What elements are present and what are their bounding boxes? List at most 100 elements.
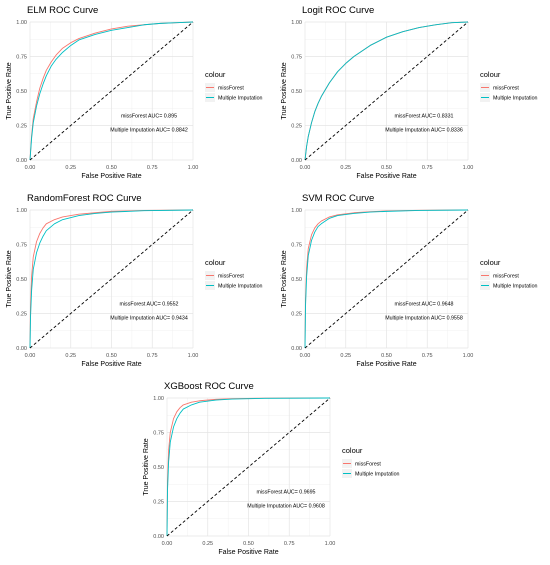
xgboost-roc-panel: XGBoost ROC Curve 0.00 0.25 0.50 0.75 1.00 0.0… <box>137 376 412 564</box>
legend-label: missForest <box>493 273 519 279</box>
legend-label: Multiple Imputation <box>218 95 263 101</box>
auc-annotation: Multiple Imputation AUC= 0.8842 <box>110 128 188 134</box>
x-tick-label: 0.25 <box>340 165 351 171</box>
x-tick-label: 0.25 <box>65 353 76 359</box>
y-tick-label: 1.00 <box>16 20 27 26</box>
chart-title: RandomForest ROC Curve <box>27 193 142 204</box>
y-tick-label: 0.50 <box>153 465 164 471</box>
x-tick-label: 1.00 <box>188 353 199 359</box>
x-axis-label: False Positive Rate <box>81 361 141 368</box>
x-tick-label: 0.00 <box>25 165 36 171</box>
auc-annotation: missForest AUC= 0.9648 <box>394 302 453 308</box>
roc-line-multiple-imputation <box>304 209 469 349</box>
y-tick-label: 0.75 <box>291 55 302 61</box>
y-tick-label: 1.00 <box>153 396 164 402</box>
logit-roc-panel: Logit ROC Curve 0.00 0.25 0.50 0.75 1.00 0.00 0… <box>275 0 550 188</box>
chart-title: SVM ROC Curve <box>302 193 374 204</box>
chart-title: Logit ROC Curve <box>302 5 374 16</box>
y-axis-label: True Positive Rate <box>6 62 13 119</box>
auc-annotation: Multiple Imputation AUC= 0.8336 <box>385 128 463 134</box>
legend-label: Multiple Imputation <box>493 95 538 101</box>
roc-line-multiple-imputation <box>29 209 194 349</box>
legend-title: colour <box>205 70 226 79</box>
x-axis-label: False Positive Rate <box>218 549 278 556</box>
grid-lines <box>304 21 469 161</box>
diagonal-reference-line <box>304 21 469 161</box>
legend-label: Multiple Imputation <box>218 283 263 289</box>
y-axis-label: True Positive Rate <box>6 250 13 307</box>
y-tick-label: 0.50 <box>16 89 27 95</box>
y-tick-label: 0.50 <box>16 277 27 283</box>
legend-label: Multiple Imputation <box>355 471 400 477</box>
roc-chart-svg: RandomForest ROC Curve 0.00 0.25 0.50 0.75 1.… <box>6 193 263 368</box>
x-tick-label: 0.50 <box>106 353 117 359</box>
chart-title: XGBoost ROC Curve <box>164 381 254 392</box>
legend-title: colour <box>480 258 501 267</box>
y-tick-label: 0.00 <box>291 346 302 352</box>
legend-label: missForest <box>218 85 244 91</box>
roc-line-missforest <box>166 397 331 537</box>
y-axis-label: True Positive Rate <box>281 62 288 119</box>
y-axis-label: True Positive Rate <box>143 438 150 495</box>
x-tick-label: 0.25 <box>65 165 76 171</box>
y-tick-label: 0.25 <box>16 124 27 130</box>
auc-annotation: missForest AUC= 0.9552 <box>119 302 178 308</box>
diagonal-reference-line <box>304 209 469 349</box>
x-tick-label: 0.75 <box>147 353 158 359</box>
x-tick-label: 1.00 <box>188 165 199 171</box>
x-tick-label: 0.75 <box>422 165 433 171</box>
y-tick-label: 1.00 <box>16 208 27 214</box>
x-axis-label: False Positive Rate <box>356 361 416 368</box>
x-tick-label: 0.00 <box>300 165 311 171</box>
x-tick-label: 0.50 <box>106 165 117 171</box>
x-tick-label: 0.00 <box>162 541 173 547</box>
auc-annotation: missForest AUC= 0.895 <box>121 114 177 120</box>
x-tick-label: 0.75 <box>284 541 295 547</box>
x-tick-label: 0.00 <box>300 353 311 359</box>
y-tick-label: 0.75 <box>153 431 164 437</box>
y-tick-label: 0.75 <box>16 55 27 61</box>
diagonal-reference-line <box>166 397 331 537</box>
y-tick-label: 0.00 <box>16 158 27 164</box>
legend-title: colour <box>205 258 226 267</box>
roc-line-multiple-imputation <box>166 397 331 537</box>
elm-roc-panel: ELM ROC Curve 0.00 0.25 0.50 0.75 1.00 0.00 0.2… <box>0 0 275 188</box>
y-tick-label: 0.50 <box>291 277 302 283</box>
x-tick-label: 0.25 <box>340 353 351 359</box>
auc-annotation: Multiple Imputation AUC= 0.9434 <box>110 316 188 322</box>
y-tick-label: 1.00 <box>291 20 302 26</box>
chart-title: ELM ROC Curve <box>27 5 98 16</box>
auc-annotation: missForest AUC= 0.9695 <box>256 490 315 496</box>
roc-chart-svg: ELM ROC Curve 0.00 0.25 0.50 0.75 1.00 0.00 0.2… <box>6 5 263 180</box>
roc-chart-svg: Logit ROC Curve 0.00 0.25 0.50 0.75 1.00 0.00 0… <box>281 5 538 180</box>
svm-roc-panel: SVM ROC Curve 0.00 0.25 0.50 0.75 1.00 0.00 0.2… <box>275 188 550 376</box>
y-tick-label: 0.00 <box>16 346 27 352</box>
auc-annotation: missForest AUC= 0.8331 <box>394 114 453 120</box>
legend-title: colour <box>480 70 501 79</box>
y-tick-label: 0.00 <box>291 158 302 164</box>
y-tick-label: 0.25 <box>153 500 164 506</box>
x-tick-label: 0.50 <box>381 165 392 171</box>
x-tick-label: 1.00 <box>463 353 474 359</box>
legend-label: missForest <box>218 273 244 279</box>
diagonal-reference-line <box>29 21 194 161</box>
x-tick-label: 0.75 <box>147 165 158 171</box>
y-tick-label: 0.25 <box>16 312 27 318</box>
y-tick-label: 1.00 <box>291 208 302 214</box>
legend-title: colour <box>342 446 363 455</box>
roc-line-missforest <box>29 209 194 349</box>
x-axis-label: False Positive Rate <box>81 173 141 180</box>
legend-label: Multiple Imputation <box>493 283 538 289</box>
y-tick-label: 0.75 <box>291 243 302 249</box>
auc-annotation: Multiple Imputation AUC= 0.9558 <box>385 316 463 322</box>
x-tick-label: 1.00 <box>463 165 474 171</box>
legend-label: missForest <box>493 85 519 91</box>
roc-chart-svg: SVM ROC Curve 0.00 0.25 0.50 0.75 1.00 0.00 0.2… <box>281 193 538 368</box>
roc-chart-svg: XGBoost ROC Curve 0.00 0.25 0.50 0.75 1.00 0.0… <box>143 381 400 556</box>
y-tick-label: 0.25 <box>291 124 302 130</box>
auc-annotation: Multiple Imputation AUC= 0.9608 <box>247 504 325 510</box>
y-tick-label: 0.50 <box>291 89 302 95</box>
legend-label: missForest <box>355 461 381 467</box>
y-tick-label: 0.75 <box>16 243 27 249</box>
x-tick-label: 0.75 <box>422 353 433 359</box>
